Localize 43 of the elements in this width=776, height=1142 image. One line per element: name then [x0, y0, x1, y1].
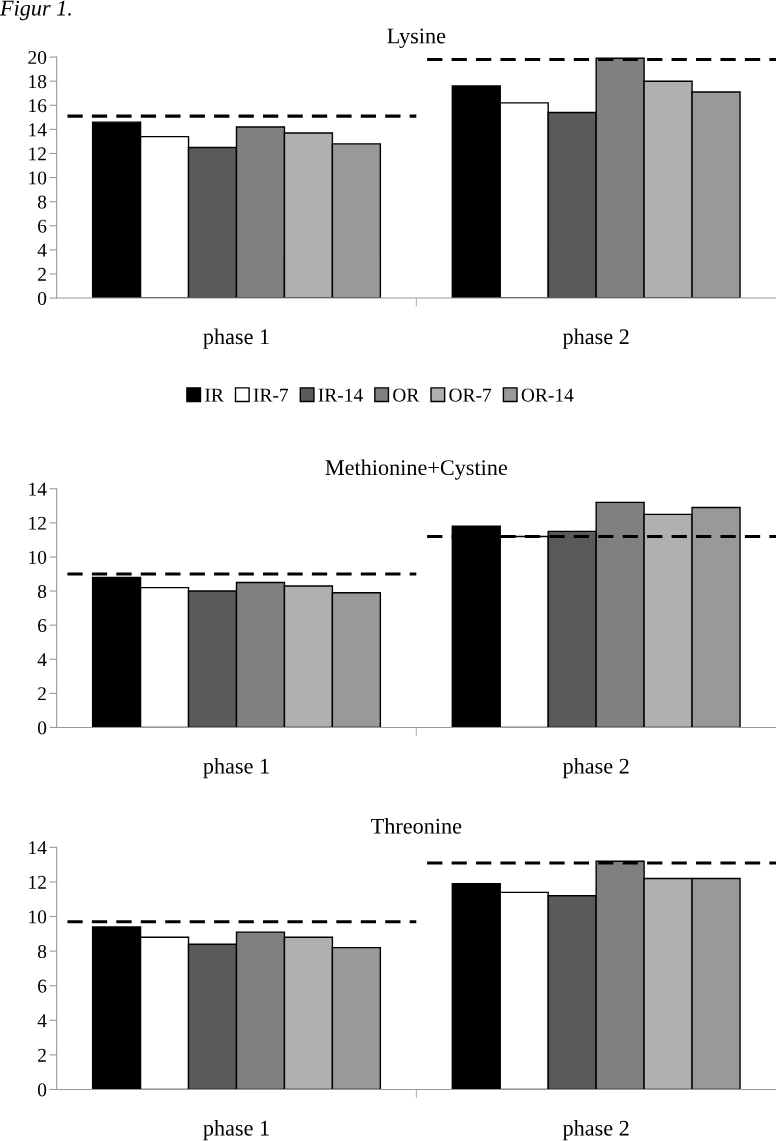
y-tick-label: 6	[38, 979, 47, 993]
x-tick-label: phase 1	[203, 758, 269, 779]
x-tick-label: phase 1	[203, 1120, 269, 1141]
y-tick-label: 16	[29, 99, 47, 113]
y-tick-label: 0	[37, 1083, 47, 1097]
y-tick-label: 4	[37, 243, 47, 257]
x-tick-label: phase 2	[562, 328, 629, 349]
y-tick-label: 12	[29, 875, 46, 889]
legend-label: IR	[205, 388, 224, 402]
y-tick-label: 14	[29, 123, 47, 137]
legend-label: OR-7	[449, 388, 492, 402]
y-tick-label: 8	[37, 944, 47, 959]
y-tick-label: 2	[38, 1048, 46, 1062]
chart-title: Lysine	[387, 28, 446, 49]
chart-title: Threonine	[371, 818, 462, 834]
y-tick-label: 6	[38, 219, 47, 233]
x-tick-label: phase 2	[562, 758, 629, 779]
y-tick-label: 8	[37, 584, 47, 598]
y-tick-label: 12	[29, 147, 46, 161]
y-tick-label: 4	[37, 1014, 47, 1028]
chart-title: Methionine+Cystine	[325, 459, 507, 480]
y-tick-label: 10	[29, 910, 47, 924]
legend-label: OR	[393, 388, 420, 402]
y-tick-label: 18	[29, 75, 47, 89]
x-tick-label: phase 2	[562, 1120, 629, 1141]
text: Figur 1.	[0, 0, 71, 21]
legend-label: IR-14	[318, 388, 363, 402]
y-tick-label: 6	[38, 619, 47, 633]
y-tick-label: 2	[38, 687, 46, 701]
y-tick-label: 2	[38, 267, 46, 281]
x-tick-label: phase 1	[203, 328, 269, 349]
y-tick-label: 20	[28, 50, 47, 65]
y-tick-label: 14	[29, 841, 47, 855]
y-tick-label: 0	[37, 291, 47, 305]
y-tick-label: 12	[29, 516, 46, 530]
y-tick-label: 0	[37, 721, 47, 735]
y-tick-label: 10	[29, 550, 47, 564]
y-tick-label: 10	[29, 171, 47, 185]
y-tick-label: 4	[37, 653, 47, 667]
y-tick-label: 14	[29, 482, 47, 496]
y-tick-label: 8	[37, 195, 47, 209]
legend-label: IR-7	[253, 388, 289, 402]
legend-label: OR-14	[521, 388, 574, 402]
